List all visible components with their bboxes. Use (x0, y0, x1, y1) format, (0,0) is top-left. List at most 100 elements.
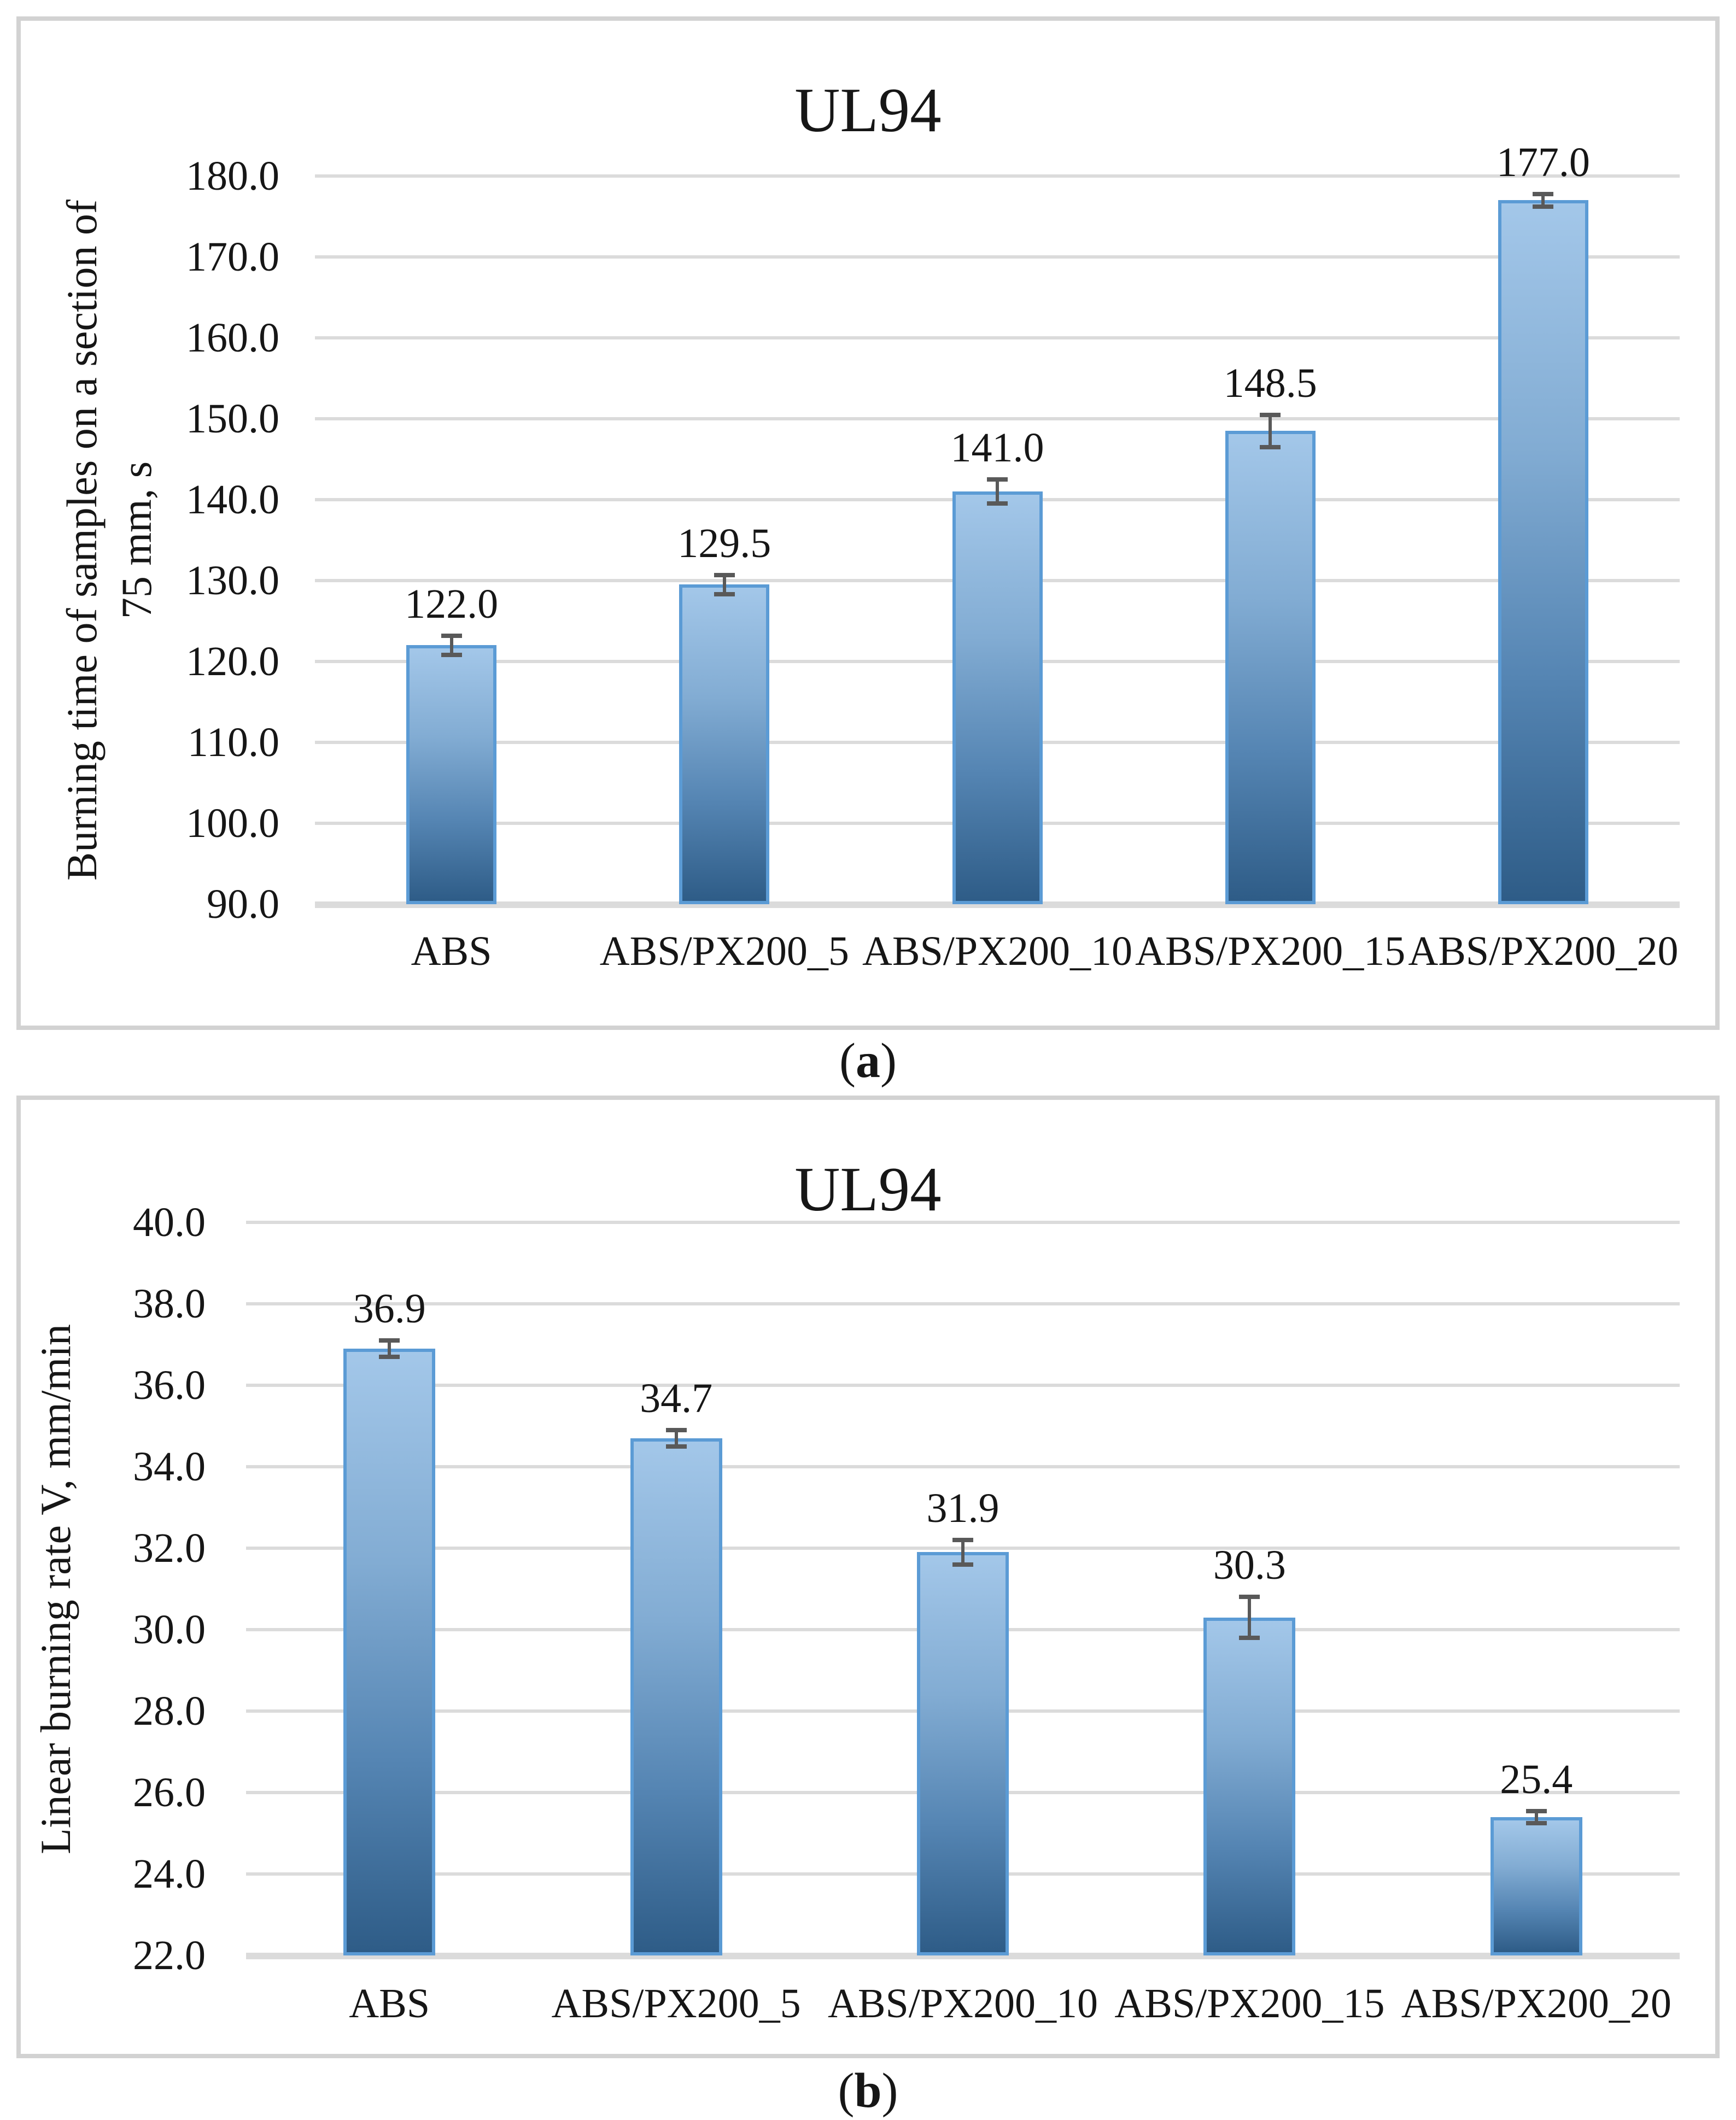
error-bar (449, 635, 453, 655)
chart-b-plot-area: 22.0 24.0 26.0 28.0 30.0 32.0 34.0 36.0 38.0 40.0… (21, 1100, 1715, 2054)
bar (1498, 200, 1588, 904)
bar (630, 1438, 722, 1955)
y-tick-label: 26.0 (133, 1770, 206, 1816)
gridline (246, 1302, 1680, 1305)
x-category-label: ABS/PX200_10 (862, 928, 1133, 974)
error-bar-cap-bottom (665, 1444, 687, 1449)
error-bar (996, 479, 999, 504)
x-category-label: ABS/PX200_20 (1408, 928, 1679, 974)
bar (406, 645, 497, 904)
chart-panel-b: UL94 Linear burning rate V, mm/min 22.0 2… (16, 1096, 1720, 2058)
gridline (246, 1221, 1680, 1224)
y-tick-label: 180.0 (186, 153, 279, 199)
x-category-label: ABS/PX200_5 (551, 1981, 801, 2027)
error-bar-cap-bottom (1260, 444, 1281, 449)
caption-b-open-paren: ( (838, 2064, 855, 2118)
error-bar-cap-top (441, 633, 462, 638)
y-tick-label: 32.0 (133, 1525, 206, 1571)
x-category-label: ABS (349, 1981, 430, 2027)
bar-value-label: 25.4 (1500, 1756, 1573, 1802)
chart-a-plot-area: 90.0 100.0 110.0 120.0 130.0 140.0 150.0 160.0 1… (21, 21, 1715, 1026)
error-bar-cap-top (1533, 191, 1554, 196)
bar-value-label: 177.0 (1496, 139, 1590, 185)
bar (343, 1348, 436, 1955)
caption-b: (b) (0, 2062, 1736, 2120)
x-axis-line (315, 901, 1680, 908)
error-bar-cap-bottom (987, 501, 1008, 506)
error-bar-cap-top (1239, 1595, 1260, 1600)
y-tick-label: 40.0 (133, 1199, 206, 1245)
bar (1225, 431, 1316, 904)
error-bar (1269, 414, 1272, 447)
error-bar (1534, 1811, 1538, 1823)
error-bar-cap-bottom (379, 1354, 400, 1359)
x-category-label: ABS/PX200_10 (827, 1981, 1098, 2027)
y-tick-label: 22.0 (133, 1932, 206, 1978)
gridline (315, 255, 1680, 259)
y-tick-label: 34.0 (133, 1444, 206, 1490)
chart-panel-a: UL94 Burning time of samples on a sectio… (16, 16, 1720, 1030)
x-category-label: ABS (411, 928, 492, 974)
error-bar-cap-top (952, 1538, 973, 1543)
x-category-label: ABS/PX200_15 (1135, 928, 1406, 974)
caption-a-open-paren: ( (839, 1034, 856, 1088)
y-tick-label: 160.0 (186, 315, 279, 361)
y-tick-label: 30.0 (133, 1607, 206, 1653)
bar-value-label: 34.7 (640, 1375, 713, 1421)
error-bar (1248, 1597, 1252, 1638)
x-category-label: ABS/PX200_5 (599, 928, 849, 974)
error-bar (722, 575, 726, 595)
y-tick-label: 36.0 (133, 1362, 206, 1408)
bar (952, 491, 1043, 904)
y-tick-label: 130.0 (186, 558, 279, 604)
error-bar (961, 1540, 965, 1565)
bar-value-label: 30.3 (1213, 1542, 1286, 1589)
error-bar-cap-top (1260, 412, 1281, 417)
y-tick-label: 24.0 (133, 1851, 206, 1897)
bar (1203, 1617, 1296, 1955)
bar-value-label: 148.5 (1223, 360, 1317, 406)
error-bar-cap-top (665, 1427, 687, 1432)
caption-b-letter: b (854, 2064, 882, 2118)
caption-a-close-paren: ) (880, 1034, 897, 1088)
gridline (315, 336, 1680, 339)
y-tick-label: 150.0 (186, 396, 279, 442)
bar (679, 584, 770, 904)
y-tick-label: 28.0 (133, 1688, 206, 1734)
x-category-label: ABS/PX200_15 (1114, 1981, 1385, 2027)
caption-a: (a) (0, 1032, 1736, 1090)
error-bar-cap-top (379, 1338, 400, 1343)
bar (1490, 1817, 1582, 1955)
gridline (315, 417, 1680, 420)
y-tick-label: 140.0 (186, 477, 279, 523)
caption-a-letter: a (856, 1034, 880, 1088)
bar-value-label: 122.0 (405, 581, 499, 627)
error-bar (388, 1340, 391, 1357)
chart-a-title: UL94 (794, 75, 942, 145)
bar-value-label: 36.9 (353, 1286, 426, 1332)
error-bar (1541, 194, 1545, 207)
error-bar-cap-bottom (1525, 1820, 1547, 1825)
bar (917, 1552, 1009, 1955)
error-bar-cap-bottom (1239, 1635, 1260, 1640)
gridline (315, 174, 1680, 178)
chart-b-title: UL94 (794, 1155, 942, 1224)
y-tick-label: 110.0 (187, 719, 279, 765)
bar-value-label: 31.9 (926, 1485, 999, 1532)
x-axis-line (246, 1953, 1680, 1959)
bar-value-label: 141.0 (950, 425, 1044, 471)
x-category-label: ABS/PX200_20 (1401, 1981, 1671, 2027)
gridline (246, 1465, 1680, 1468)
error-bar-cap-top (714, 572, 735, 577)
y-tick-label: 100.0 (186, 800, 279, 846)
y-tick-label: 38.0 (133, 1281, 206, 1327)
y-tick-label: 120.0 (186, 639, 279, 684)
error-bar (674, 1430, 678, 1446)
error-bar-cap-bottom (952, 1562, 973, 1567)
error-bar-cap-bottom (1533, 204, 1554, 209)
bar-value-label: 129.5 (677, 520, 771, 566)
y-tick-label: 90.0 (207, 881, 279, 927)
error-bar-cap-bottom (714, 592, 735, 597)
error-bar-cap-bottom (441, 653, 462, 658)
error-bar-cap-top (1525, 1808, 1547, 1813)
